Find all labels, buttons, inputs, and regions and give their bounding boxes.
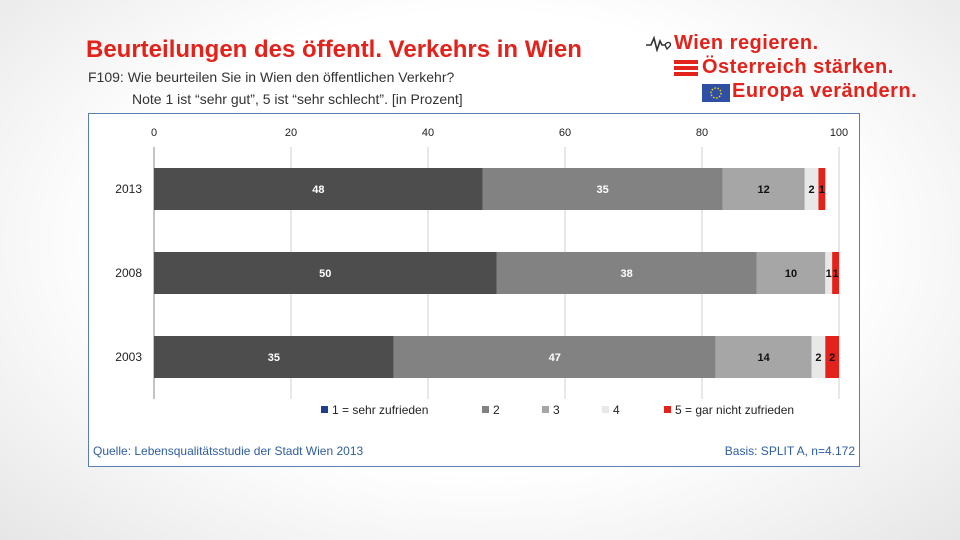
bar-segment [496,252,757,294]
data-label: 1 [833,268,839,280]
data-label: 35 [597,184,609,196]
bar-segment [722,168,805,210]
bar-segment [811,336,826,378]
data-label: 35 [268,352,280,364]
data-label: 1 [819,184,825,196]
category-label: 2008 [115,266,142,280]
data-label: 12 [758,184,770,196]
scale-note: Note 1 ist “sehr gut”, 5 ist “sehr schle… [132,91,463,107]
data-label: 1 [826,268,832,280]
data-label: 47 [549,352,561,364]
bar-segment [825,336,839,378]
data-label: 50 [319,268,331,280]
data-label: 2 [829,352,835,364]
bar-segment [818,168,826,210]
bar-segment [393,336,716,378]
austria-flag-icon [674,60,698,76]
legend-label: 2 [493,403,500,417]
bar-segment [825,252,833,294]
data-label: 10 [785,268,797,280]
bar-segment [154,252,497,294]
basis-note: Basis: SPLIT A, n=4.172 [724,444,855,458]
source-note: Quelle: Lebensqualitätsstudie der Stadt … [93,444,364,458]
heartbeat-icon [646,36,672,52]
x-tick-label: 100 [830,127,848,139]
bar-segment [756,252,826,294]
data-label: 38 [621,268,633,280]
legend-swatch [664,406,671,413]
campaign-logo: Wien regieren. Österreich stärken. Europ… [646,32,946,106]
category-label: 2013 [115,182,142,196]
logo-line-2: Österreich stärken. [702,56,894,78]
x-tick-label: 40 [422,127,434,139]
legend-label: 4 [613,403,620,417]
legend-swatch [542,406,549,413]
x-tick-label: 0 [151,127,157,139]
data-label: 14 [758,352,771,364]
data-label: 2 [809,184,815,196]
bar-segment [715,336,812,378]
category-label: 2003 [115,350,142,364]
page-title: Beurteilungen des öffentl. Verkehrs in W… [86,36,582,63]
legend-swatch [321,406,328,413]
bar-segment [804,168,819,210]
x-tick-label: 20 [285,127,297,139]
legend-label: 3 [553,403,560,417]
chart-panel: 0 20 40 60 80 100 2013 48 35 12 2 1 2008 50 38 10 1 1 2003… [88,113,860,467]
x-tick-label: 60 [559,127,571,139]
legend-label: 1 = sehr zufrieden [332,403,428,417]
data-label: 48 [312,184,324,196]
legend-swatch [482,406,489,413]
bar-segment [832,252,839,294]
x-tick-label: 80 [696,127,708,139]
legend-label: 5 = gar nicht zufrieden [675,403,794,417]
data-label: 2 [815,352,821,364]
bar-segment [482,168,723,210]
bar-segment [154,168,483,210]
legend-swatch [602,406,609,413]
eu-flag-icon [702,84,730,102]
question-text: F109: Wie beurteilen Sie in Wien den öff… [88,69,455,85]
logo-line-3: Europa verändern. [732,80,918,102]
bar-segment [154,336,394,378]
logo-line-1: Wien regieren. [674,32,819,54]
